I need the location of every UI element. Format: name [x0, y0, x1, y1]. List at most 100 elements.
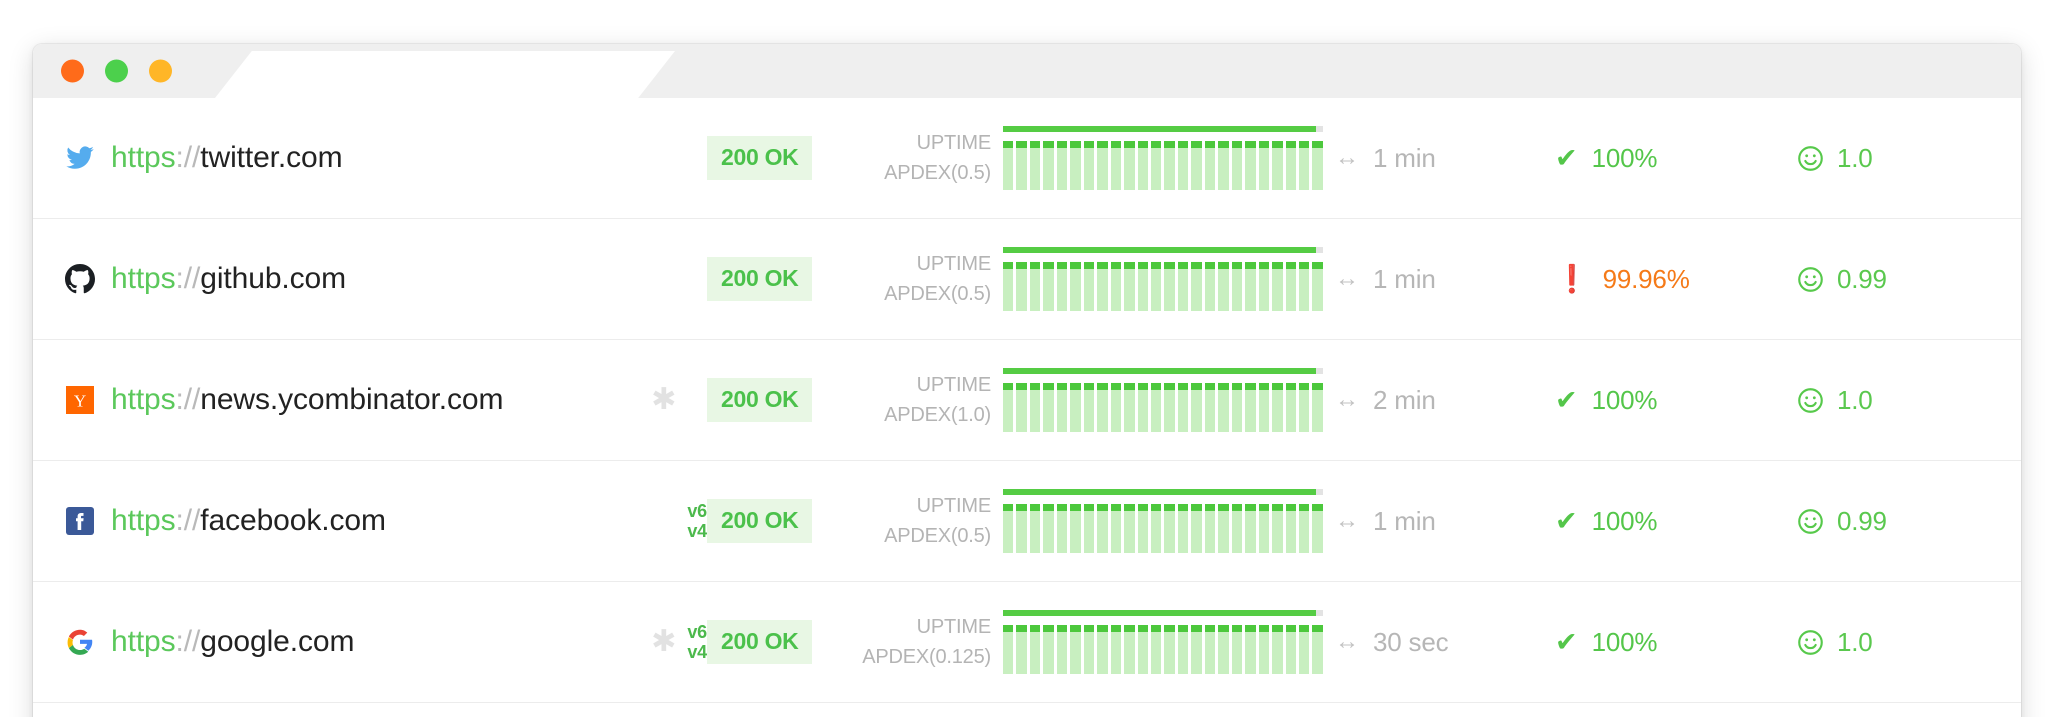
interval-cell: ↔ 1 min [1317, 264, 1547, 295]
asterisk-icon: ✱ [651, 383, 677, 416]
status-badge[interactable]: 200 OK [707, 620, 813, 664]
apdex-bar [1029, 141, 1041, 190]
chart-labels: UPTIME APDEX(0.5) [859, 133, 991, 183]
apdex-bar-chart[interactable] [1003, 383, 1324, 432]
apdex-bar [1177, 625, 1189, 674]
uptime-label: UPTIME [916, 132, 992, 154]
apdex-bar [1272, 625, 1283, 674]
apdex-bar [1258, 383, 1270, 432]
uptime-sparkline[interactable] [1003, 489, 1323, 495]
apdex-bar [1258, 262, 1270, 311]
ip-version-badge: v6 [687, 500, 707, 521]
ip-version-badges: v6 v4 [687, 501, 707, 541]
apdex-bar [1191, 383, 1203, 432]
site-url[interactable]: https://twitter.com [111, 141, 343, 175]
apdex-bar [1043, 504, 1055, 553]
apdex-score-cell: 0.99 [1797, 264, 1997, 295]
apdex-bar-chart[interactable] [1003, 262, 1324, 311]
apdex-bar [1043, 262, 1055, 311]
apdex-bar [1231, 383, 1243, 432]
apdex-bar [1231, 262, 1243, 311]
monitor-row[interactable]: https://google.com ✱ v6 v4 200 OK UPTIME APDEX… [33, 582, 2021, 703]
url-scheme: https [111, 383, 176, 416]
status-badge[interactable]: 200 OK [707, 257, 813, 301]
status-badge[interactable]: 200 OK [707, 136, 813, 180]
apdex-bar [1110, 383, 1122, 432]
uptime-cell: ✔ 100% [1547, 385, 1797, 416]
apdex-bar [1272, 383, 1283, 432]
url-scheme: https [111, 625, 176, 658]
uptime-label: UPTIME [916, 253, 992, 275]
apdex-bar [1083, 383, 1095, 432]
status-badge[interactable]: 200 OK [707, 378, 813, 422]
uptime-sparkline[interactable] [1003, 610, 1323, 616]
apdex-bar [1097, 504, 1109, 553]
charts-cell: UPTIME APDEX(0.5) [837, 247, 1324, 311]
apdex-bar [1137, 141, 1149, 190]
url-scheme: https [111, 504, 176, 537]
apdex-bar [1003, 504, 1014, 553]
apdex-score-value: 1.0 [1837, 142, 1873, 173]
apdex-bar-chart[interactable] [1003, 141, 1324, 190]
uptime-sparkline[interactable] [1003, 368, 1323, 374]
apdex-bar [1245, 141, 1257, 190]
apdex-bar [1083, 262, 1095, 311]
apdex-bar [1177, 504, 1189, 553]
apdex-bar [1003, 262, 1014, 311]
uptime-sparkline[interactable] [1003, 247, 1323, 253]
apdex-score-value: 1.0 [1837, 384, 1873, 415]
uptime-cell: ✔ 100% [1547, 143, 1797, 174]
site-url[interactable]: https://news.ycombinator.com [111, 383, 504, 417]
interval-arrow-icon: ↔ [1335, 144, 1359, 171]
uptime-cell: ❗ 99.96% [1547, 264, 1797, 295]
url-separator: :// [175, 262, 201, 295]
ip-version-badges: v6 v4 [687, 622, 707, 662]
interval-value: 1 min [1373, 505, 1436, 536]
smiley-icon [1797, 387, 1824, 414]
apdex-bar [1150, 504, 1162, 553]
apdex-bar-chart[interactable] [1003, 625, 1324, 674]
site-cell[interactable]: https://twitter.com [65, 141, 585, 175]
close-button[interactable] [61, 59, 84, 83]
site-url[interactable]: https://github.com [111, 262, 346, 296]
apdex-bar [1218, 262, 1230, 311]
status-badge[interactable]: 200 OK [707, 499, 813, 543]
chart-graphs [1003, 610, 1324, 674]
apdex-bar [1164, 504, 1176, 553]
uptime-sparkline[interactable] [1003, 126, 1323, 132]
apdex-bar [1164, 625, 1176, 674]
url-separator: :// [175, 383, 201, 416]
apdex-bar [1029, 262, 1041, 311]
twitter-icon [65, 143, 95, 173]
apdex-bar [1272, 141, 1283, 190]
site-cell[interactable]: https://github.com [65, 262, 585, 296]
interval-arrow-icon: ↔ [1335, 507, 1359, 534]
apdex-bar [1204, 383, 1216, 432]
site-url[interactable]: https://facebook.com [111, 504, 386, 538]
apdex-bar [1218, 141, 1230, 190]
maximize-button[interactable] [149, 59, 172, 83]
uptime-cell: ✔ 100% [1547, 627, 1797, 658]
apdex-bar [1312, 625, 1324, 674]
site-url[interactable]: https://google.com [111, 625, 354, 659]
site-cell[interactable]: https://facebook.com [65, 504, 585, 538]
url-host: news.ycombinator.com [200, 383, 504, 416]
url-host: facebook.com [200, 504, 386, 537]
apdex-bar [1245, 625, 1257, 674]
site-cell[interactable]: https://google.com [65, 625, 585, 659]
apdex-bar [1124, 504, 1136, 553]
apdex-bar [1298, 625, 1310, 674]
minimize-button[interactable] [105, 59, 128, 83]
browser-tab[interactable] [215, 51, 675, 98]
uptime-sparkline-fill [1003, 126, 1316, 132]
apdex-bar [1231, 625, 1243, 674]
apdex-bar [1043, 141, 1055, 190]
apdex-bar-chart[interactable] [1003, 504, 1324, 553]
